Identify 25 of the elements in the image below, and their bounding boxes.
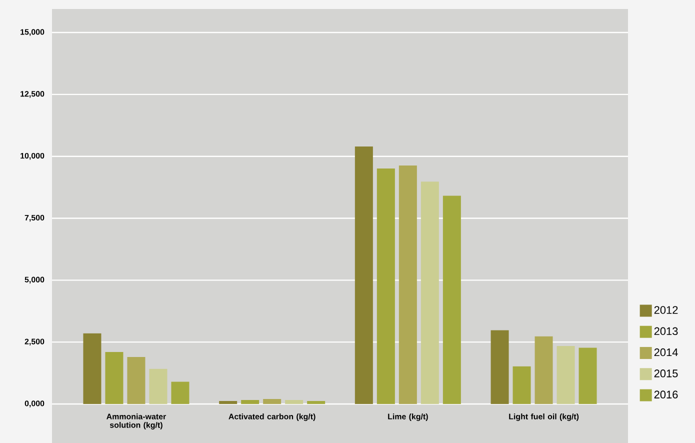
bar: [241, 400, 260, 404]
bar: [512, 366, 531, 404]
bar: [149, 368, 168, 404]
bar: [376, 168, 395, 404]
bar: [285, 400, 304, 404]
bar: [307, 401, 326, 404]
bar: [490, 330, 509, 404]
legend-label: 2015: [654, 370, 678, 378]
bar: [420, 182, 439, 404]
legend-label: 2016: [654, 390, 678, 398]
legend-label: 2013: [654, 327, 678, 336]
legend-label: 2014: [654, 348, 678, 356]
legend-label: 2012: [654, 306, 678, 314]
bar: [105, 352, 124, 404]
bar: [354, 146, 373, 404]
bar: [83, 333, 102, 404]
bar: [556, 346, 575, 404]
bar: [398, 166, 417, 404]
bar: [578, 348, 597, 404]
bar: [219, 401, 238, 404]
bar: [534, 336, 553, 404]
bar: [171, 382, 190, 404]
bar: [263, 399, 282, 404]
bar: [127, 356, 146, 404]
bar: [442, 196, 461, 404]
